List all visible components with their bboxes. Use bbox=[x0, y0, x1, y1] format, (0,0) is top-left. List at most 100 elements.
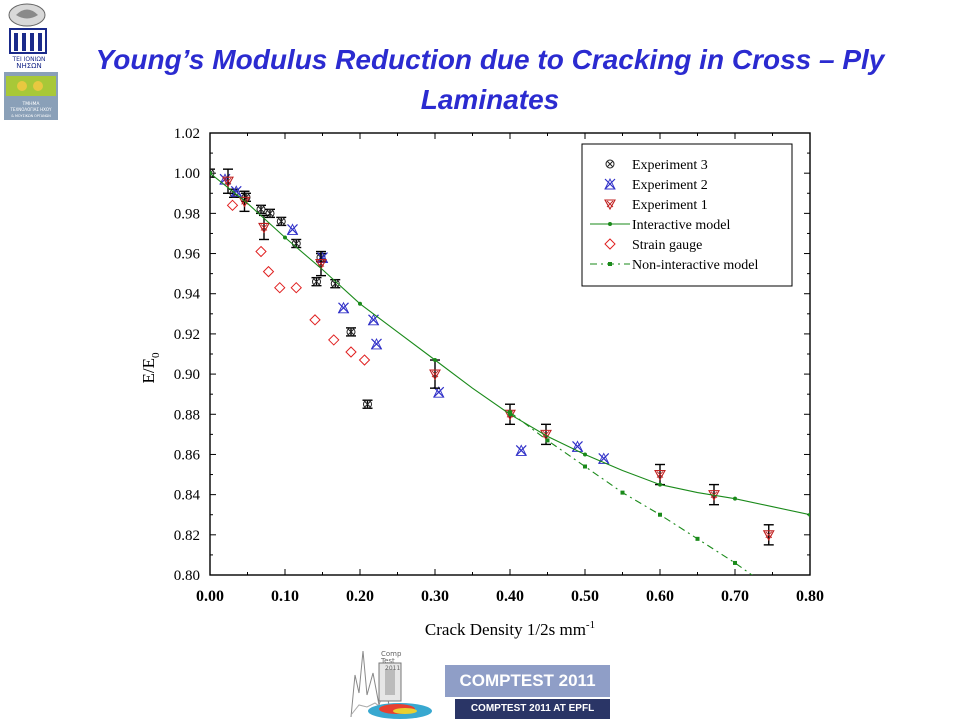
marker-square bbox=[583, 464, 587, 469]
marker-diamond bbox=[358, 354, 371, 366]
chart-series bbox=[210, 168, 810, 575]
marker-triangle bbox=[433, 386, 445, 398]
legend-label: Experiment 3 bbox=[632, 158, 708, 173]
marker-dot bbox=[283, 235, 287, 240]
marker-triangle bbox=[515, 444, 527, 456]
y-axis-label-sub: 0 bbox=[150, 352, 162, 358]
marker-circle bbox=[605, 159, 615, 169]
marker-cross bbox=[224, 177, 232, 185]
marker-triangle bbox=[370, 337, 383, 350]
marker-cross bbox=[606, 160, 614, 168]
series-interactive-model bbox=[210, 171, 810, 517]
x-tick-label: 0.60 bbox=[646, 588, 674, 605]
bottom-logo-text-3: 2011 bbox=[385, 665, 400, 672]
marker-square bbox=[658, 512, 662, 517]
series-experiment-1 bbox=[222, 168, 775, 546]
marker-x bbox=[230, 185, 242, 197]
x-tick-label: 0.30 bbox=[421, 588, 449, 605]
modulus-chart: 0.00 0.10 0.20 0.30 0.40 0.50 0.60 0.70 0.80 0.80… bbox=[139, 126, 824, 639]
legend-item-interactive-model: Interactive model bbox=[590, 218, 730, 233]
slide-title-line-1: Young’s Modulus Reduction due to Crackin… bbox=[95, 44, 885, 75]
y-tick-label: 0.84 bbox=[174, 488, 201, 504]
legend-label: Strain gauge bbox=[632, 238, 702, 253]
marker-cross bbox=[656, 471, 664, 478]
x-axis-label-sup: -1 bbox=[586, 619, 595, 631]
marker-diamond bbox=[274, 281, 286, 294]
marker-diamond bbox=[262, 265, 275, 278]
marker-x bbox=[515, 445, 527, 456]
marker-triangle-down bbox=[604, 199, 616, 211]
series-strain-gauge bbox=[226, 199, 371, 366]
marker-triangle-down bbox=[762, 530, 775, 541]
marker-cross bbox=[257, 205, 265, 213]
marker-square bbox=[545, 438, 550, 443]
y-tick-label: 0.94 bbox=[174, 287, 201, 303]
chart-legend: Experiment 3 Experiment 2 Experiment 1 Inte… bbox=[581, 143, 793, 287]
x-tick-label: 0.40 bbox=[496, 588, 524, 605]
series-line bbox=[509, 411, 753, 575]
marker-triangle-down bbox=[654, 469, 666, 481]
comptest-logo-graphic: Comp Test 2011 bbox=[347, 649, 435, 719]
marker-cross bbox=[317, 260, 325, 267]
logo-text-2: ΝΗΣΩΝ bbox=[16, 62, 42, 70]
logo-text-1: ΤΕΙ ΙΟΝΙΩΝ bbox=[12, 56, 46, 63]
marker-cross bbox=[765, 531, 773, 539]
marker-square bbox=[508, 410, 512, 415]
legend-label: Experiment 2 bbox=[632, 178, 708, 193]
marker-diamond bbox=[345, 346, 357, 358]
y-tick-label: 1.02 bbox=[174, 126, 200, 142]
marker-dot bbox=[808, 512, 810, 517]
marker-cross bbox=[431, 370, 439, 378]
legend-item-experiment-3: Experiment 3 bbox=[605, 158, 708, 173]
marker-x bbox=[338, 302, 349, 314]
marker-diamond bbox=[255, 245, 267, 258]
marker-cross bbox=[710, 491, 718, 498]
marker-triangle-down bbox=[222, 176, 234, 188]
marker-x bbox=[287, 224, 298, 235]
marker-cross bbox=[364, 400, 371, 408]
x-tick-label: 0.00 bbox=[196, 588, 224, 605]
y-tick-label: 0.98 bbox=[174, 206, 200, 222]
legend-label: Experiment 1 bbox=[632, 198, 708, 213]
chart-axes: 0.00 0.10 0.20 0.30 0.40 0.50 0.60 0.70 0.80 0.80… bbox=[174, 126, 824, 605]
y-axis-label: E/E0 bbox=[139, 352, 162, 384]
marker-diamond bbox=[309, 314, 321, 326]
legend-label: Non-interactive model bbox=[632, 258, 758, 273]
marker-square bbox=[608, 262, 612, 266]
y-tick-label: 0.86 bbox=[174, 447, 201, 463]
marker-x bbox=[371, 338, 382, 350]
marker-triangle-down bbox=[540, 429, 552, 441]
marker-cross bbox=[331, 280, 339, 288]
y-axis-label-text: E/E bbox=[139, 358, 158, 384]
marker-square bbox=[620, 490, 625, 495]
logo-text-3: ΤΜΗΜΑ bbox=[22, 101, 41, 107]
marker-x bbox=[572, 440, 583, 452]
legend-item-non-interactive-model: Non-interactive model bbox=[590, 258, 758, 273]
marker-triangle bbox=[598, 452, 610, 464]
marker-circle bbox=[363, 399, 372, 409]
institution-logo: ΤΕΙ ΙΟΝΙΩΝ ΝΗΣΩΝ ΤΜΗΜΑ ΤΕΧΝΟΛΟΓΙΑΣ ΗΧΟΥ … bbox=[4, 3, 58, 120]
y-tick-label: 0.88 bbox=[174, 407, 200, 423]
marker-square bbox=[733, 560, 737, 565]
slide-title: Young’s Modulus Reduction due to Crackin… bbox=[60, 40, 920, 120]
slide-title-line-2: Laminates bbox=[420, 84, 560, 115]
x-tick-label: 0.50 bbox=[571, 588, 599, 605]
legend-label: Interactive model bbox=[632, 218, 730, 233]
marker-triangle-down bbox=[429, 369, 441, 381]
marker-diamond bbox=[604, 238, 616, 250]
x-axis-label: Crack Density 1/2s mm-1 bbox=[425, 619, 595, 639]
marker-dot bbox=[658, 482, 662, 487]
y-tick-label: 0.82 bbox=[174, 528, 200, 544]
marker-triangle-down bbox=[315, 259, 327, 270]
marker-x bbox=[604, 178, 616, 190]
bottom-logo-text-1: Comp bbox=[381, 650, 402, 658]
marker-cross bbox=[277, 218, 285, 225]
y-tick-label: 0.80 bbox=[174, 568, 200, 584]
legend-box bbox=[581, 143, 793, 287]
marker-circle bbox=[210, 168, 215, 178]
marker-circle bbox=[346, 327, 356, 337]
y-tick-label: 0.90 bbox=[174, 367, 200, 383]
bottom-logo-text-2: Test bbox=[380, 657, 395, 665]
x-tick-label: 0.80 bbox=[796, 588, 824, 605]
x-tick-label: 0.10 bbox=[271, 588, 299, 605]
